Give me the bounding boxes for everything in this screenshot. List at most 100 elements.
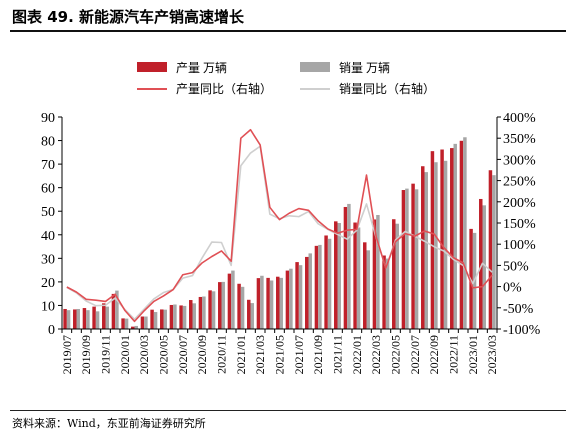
- bar-production: [285, 270, 290, 329]
- bar-sales: [144, 316, 148, 329]
- bar-production: [343, 206, 348, 329]
- bar-sales: [269, 280, 274, 329]
- bar-sales: [482, 205, 486, 329]
- bar-sales: [424, 172, 428, 329]
- bar-production: [334, 221, 338, 329]
- bar-sales: [153, 312, 158, 329]
- y-tick-label-left: 50: [41, 205, 55, 220]
- bar-sales: [173, 304, 177, 329]
- y-tick-label-right: 300%: [503, 153, 536, 168]
- y-tick-label-left: 90: [41, 111, 55, 126]
- y-tick-label-right: 200%: [503, 196, 536, 211]
- bar-production: [479, 198, 483, 329]
- bar-production: [363, 242, 367, 329]
- y-tick-label-left: 40: [41, 229, 55, 244]
- y-tick-label-right: 250%: [503, 175, 536, 190]
- x-tick-label: 2021/07: [292, 335, 306, 374]
- legend-label-sales-yoy: 销量同比（右轴）: [339, 81, 435, 96]
- bar-sales: [395, 223, 399, 329]
- x-tick-label: 2023/03: [485, 335, 499, 374]
- bar-production: [73, 309, 77, 329]
- bar-sales: [86, 310, 90, 329]
- bar-sales: [211, 291, 216, 329]
- bar-production: [440, 149, 444, 329]
- bar-sales: [240, 286, 245, 329]
- bar-sales: [115, 290, 119, 329]
- bar-sales: [182, 305, 187, 329]
- bar-production: [256, 278, 261, 329]
- y-tick-label-left: 80: [41, 135, 55, 150]
- bar-production: [198, 296, 203, 329]
- bar-sales: [279, 277, 283, 329]
- x-tick-label: 2020/05: [157, 335, 171, 374]
- bar-sales: [327, 238, 332, 329]
- page-title: 图表 49. 新能源汽车产销高速增长: [12, 8, 245, 26]
- bar-production: [227, 273, 232, 329]
- bar-production: [372, 219, 377, 329]
- bar-production: [266, 277, 270, 329]
- x-tick-label: 2021/01: [234, 335, 248, 374]
- bar-production: [169, 304, 174, 329]
- bar-production: [208, 290, 212, 329]
- y-tick-label-left: 10: [41, 299, 55, 314]
- bar-production: [295, 262, 299, 329]
- bar-sales: [356, 227, 361, 329]
- y-tick-label-right: 0%: [503, 281, 522, 296]
- x-tick-label: 2022/05: [389, 335, 403, 374]
- x-tick-label: 2019/09: [79, 335, 93, 374]
- bar-sales: [318, 244, 322, 329]
- bar-sales: [347, 203, 351, 329]
- y-tick-label-left: 60: [41, 182, 55, 197]
- y-tick-label-right: 150%: [503, 217, 536, 232]
- bar-sales: [405, 188, 409, 329]
- bar-production: [121, 318, 125, 329]
- footer-divider: [10, 410, 566, 411]
- bar-production: [150, 309, 154, 329]
- x-tick-label: 2020/07: [176, 335, 190, 374]
- y-tick-label-left: 20: [41, 276, 55, 291]
- bar-production: [179, 305, 183, 329]
- x-tick-label: 2020/09: [195, 335, 209, 374]
- y-tick-label-left: 30: [41, 252, 55, 267]
- bar-production: [314, 245, 319, 329]
- bar-sales: [308, 253, 312, 329]
- legend-label-production-yoy: 产量同比（右轴）: [176, 81, 272, 96]
- bar-production: [382, 255, 386, 329]
- x-tick-label: 2020/11: [215, 335, 229, 374]
- bar-production: [140, 316, 145, 329]
- bar-production: [63, 308, 67, 329]
- bar-sales: [434, 162, 438, 329]
- bar-production: [102, 303, 106, 329]
- x-tick-label: 2020/03: [137, 335, 151, 374]
- y-tick-label-right: 350%: [503, 132, 536, 147]
- x-tick-label: 2022/07: [408, 335, 422, 374]
- x-tick-label: 2021/09: [311, 335, 325, 374]
- legend-swatch-sales: [300, 62, 330, 72]
- x-tick-label: 2022/01: [350, 335, 364, 374]
- bar-sales: [124, 318, 129, 329]
- x-tick-label: 2023/01: [466, 335, 480, 374]
- bar-sales: [260, 275, 264, 329]
- bar-production: [401, 190, 406, 329]
- bar-sales: [76, 308, 80, 329]
- y-tick-label-left: 0: [48, 323, 55, 338]
- bar-sales: [202, 296, 206, 329]
- y-tick-label-right: -100%: [503, 323, 541, 338]
- x-tick-label: 2021/05: [273, 335, 287, 374]
- x-tick-label: 2021/11: [331, 335, 345, 374]
- bar-sales: [289, 268, 293, 329]
- x-tick-label: 2022/09: [427, 335, 441, 374]
- bar-production: [218, 282, 222, 329]
- y-tick-label-left: 70: [41, 158, 55, 173]
- y-tick-label-right: 400%: [503, 111, 536, 126]
- bar-sales: [376, 214, 380, 329]
- bar-sales: [250, 303, 254, 329]
- bar-sales: [414, 189, 419, 329]
- bar-production: [160, 309, 164, 329]
- bar-sales: [453, 143, 457, 329]
- bar-production: [353, 222, 357, 329]
- bar-production: [324, 235, 328, 329]
- bar-sales: [463, 137, 467, 329]
